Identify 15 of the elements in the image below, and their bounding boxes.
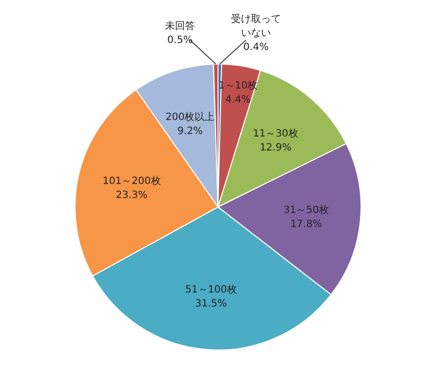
data-label: 31.5% bbox=[195, 298, 227, 310]
slice-label: 11～30枚 bbox=[252, 128, 298, 140]
slice-label: 未回答 bbox=[165, 20, 195, 32]
data-label: 0.4% bbox=[243, 42, 269, 53]
data-label: 4.4% bbox=[225, 94, 251, 106]
slice-label: 受け取っていない bbox=[231, 13, 281, 39]
data-label: 23.3% bbox=[116, 190, 148, 201]
slice-label: 200枚以上 bbox=[166, 110, 215, 123]
slice-label: 101～200枚 bbox=[102, 174, 161, 187]
slice-label: 31～50枚 bbox=[283, 204, 329, 216]
slice-label: 51～100枚 bbox=[185, 283, 237, 296]
data-label: 0.5% bbox=[167, 35, 193, 46]
data-label: 12.9% bbox=[260, 142, 292, 154]
data-label: 9.2% bbox=[177, 126, 203, 137]
data-label: 17.8% bbox=[290, 218, 322, 230]
